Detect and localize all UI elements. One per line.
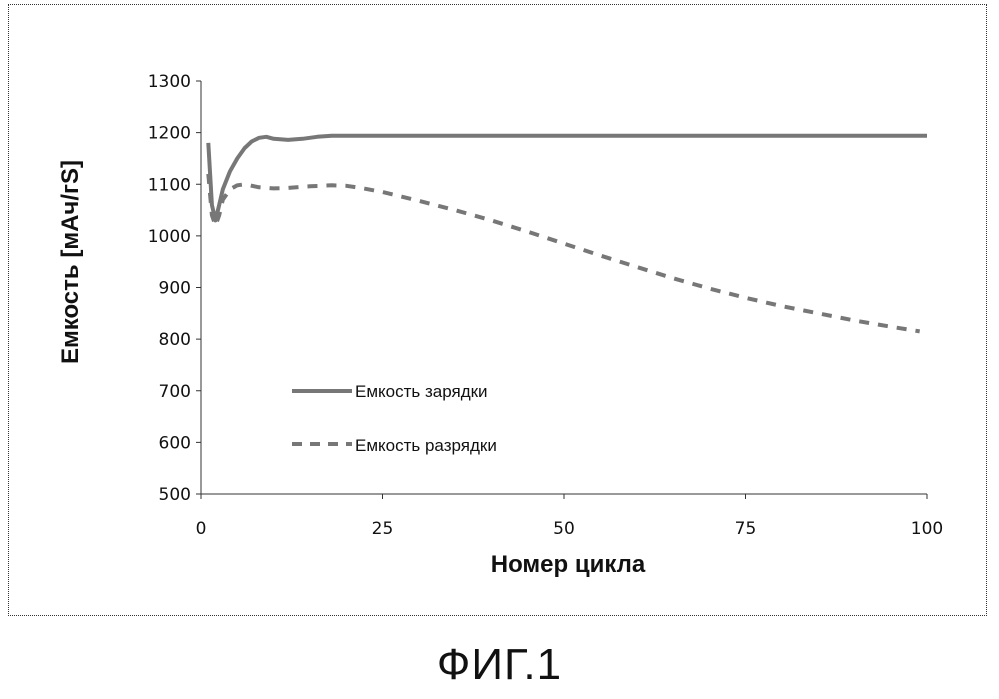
x-tick-label: 75	[735, 519, 757, 539]
figure-caption: ФИГ.1	[0, 640, 999, 690]
series-layer	[208, 136, 927, 332]
x-axis-title: Номер цикла	[491, 551, 646, 578]
y-axis-title: Емкость [мАч/гS]	[57, 160, 84, 364]
chart-axes	[201, 81, 927, 494]
y-tick-label: 1200	[148, 124, 191, 144]
series-line-charge	[208, 136, 927, 221]
x-ticks: 0 25 50 75 100	[196, 494, 944, 539]
legend: Емкость зарядки Емкость разрядки	[292, 382, 497, 455]
y-ticks: 500 600 700 800 900 1000 1100 1200 1300	[148, 72, 201, 505]
y-tick-label: 900	[159, 279, 191, 299]
y-tick-label: 800	[159, 330, 191, 350]
x-tick-label: 50	[553, 519, 575, 539]
y-tick-label: 1000	[148, 227, 191, 247]
y-tick-label: 1300	[148, 72, 191, 92]
y-tick-label: 1100	[148, 175, 191, 195]
x-tick-label: 100	[911, 519, 943, 539]
capacity-chart: 500 600 700 800 900 1000 1100 1200 1300 0 25 50 75 1…	[0, 0, 999, 620]
y-tick-label: 600	[159, 433, 191, 453]
legend-label-charge: Емкость зарядки	[355, 382, 488, 401]
legend-label-discharge: Емкость разрядки	[355, 436, 497, 455]
series-line-discharge	[208, 174, 919, 332]
x-tick-label: 0	[196, 519, 207, 539]
x-tick-label: 25	[372, 519, 394, 539]
y-tick-label: 500	[159, 485, 191, 505]
y-tick-label: 700	[159, 382, 191, 402]
